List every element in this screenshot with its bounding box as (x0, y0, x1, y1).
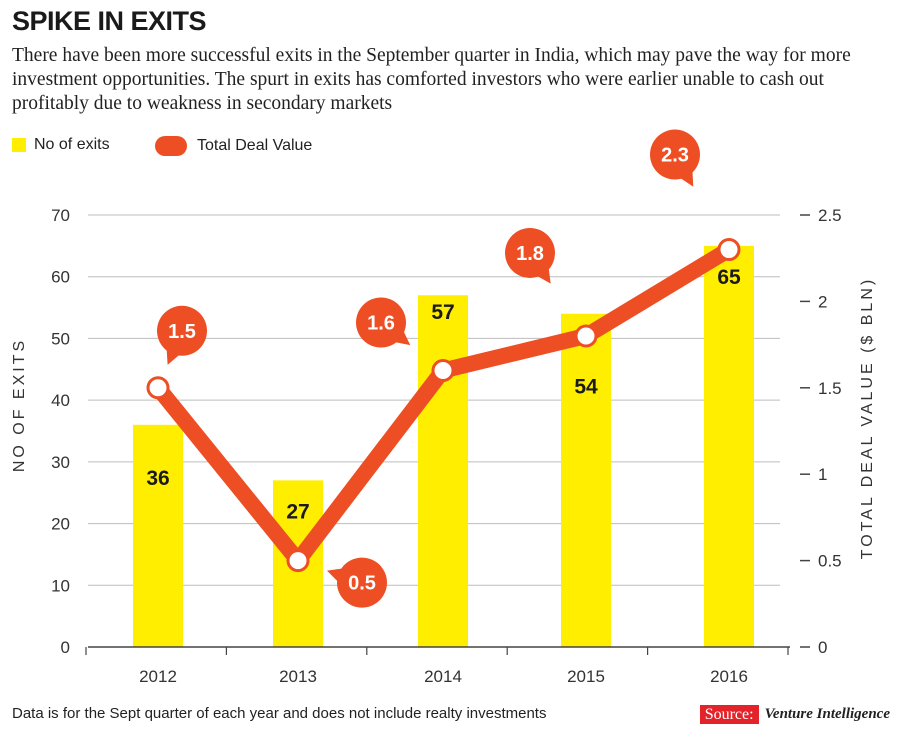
line-value-label: 0.5 (348, 573, 376, 595)
left-tick-label: 60 (51, 268, 70, 287)
left-tick-label: 30 (51, 453, 70, 472)
legend-item-deal-value: Total Deal Value (155, 136, 312, 156)
deal-value-point (431, 359, 455, 383)
left-tick-label: 0 (61, 638, 70, 657)
right-axis-title: TOTAL DEAL VALUE ($ BLN) (859, 277, 876, 559)
bar (704, 245, 754, 647)
bar (418, 295, 468, 647)
callout-bubble (337, 557, 387, 608)
left-tick-label: 70 (51, 206, 70, 225)
line-value-label: 1.8 (516, 243, 544, 265)
x-tick-label: 2014 (424, 667, 462, 686)
deal-value-point (286, 549, 310, 573)
legend-item-exits: No of exits (12, 136, 110, 154)
bar-value-label: 27 (286, 500, 309, 523)
right-tick-label: 2 (818, 292, 827, 311)
right-tick-label: 0 (818, 638, 827, 657)
x-tick-label: 2016 (710, 667, 748, 686)
bar (561, 313, 611, 647)
left-tick-label: 10 (51, 576, 70, 595)
line-value-label: 1.6 (367, 313, 395, 335)
callout-bubble (650, 129, 700, 180)
callout-bubble (505, 227, 555, 278)
source: Source: Venture Intelligence (699, 705, 890, 724)
left-tick-label: 40 (51, 391, 70, 410)
callout-bubble (157, 305, 207, 356)
bar-value-label: 65 (717, 266, 741, 289)
legend-line-swatch (155, 136, 187, 156)
bar-value-label: 36 (146, 467, 169, 490)
x-tick-label: 2015 (567, 667, 605, 686)
line-value-label: 2.3 (661, 145, 689, 167)
deal-value-point (574, 324, 598, 348)
bar (133, 424, 183, 647)
x-tick-label: 2012 (139, 667, 177, 686)
left-tick-label: 50 (51, 329, 70, 348)
right-tick-label: 1.5 (818, 379, 842, 398)
footnote: Data is for the Sept quarter of each yea… (12, 705, 547, 722)
legend-label-deal-value: Total Deal Value (197, 137, 313, 154)
left-axis-title: NO OF EXITS (11, 338, 28, 472)
deal-value-point (146, 376, 170, 400)
deal-value-point (717, 238, 741, 262)
right-tick-label: 1 (818, 465, 827, 484)
source-name: Venture Intelligence (764, 706, 890, 722)
right-tick-label: 2.5 (818, 206, 842, 225)
chart-subtitle: There have been more successful exits in… (12, 45, 851, 114)
line-value-label: 1.5 (168, 321, 196, 343)
bar-value-label: 57 (431, 301, 454, 324)
left-tick-label: 20 (51, 515, 70, 534)
chart-title: SPIKE IN EXITS (12, 6, 207, 36)
right-tick-label: 0.5 (818, 552, 842, 571)
source-label: Source: (699, 705, 759, 724)
legend-label-exits: No of exits (34, 136, 110, 153)
x-tick-label: 2013 (279, 667, 317, 686)
legend-bar-swatch (12, 138, 26, 152)
callout-bubble (356, 297, 406, 348)
bar-value-label: 54 (574, 376, 598, 399)
